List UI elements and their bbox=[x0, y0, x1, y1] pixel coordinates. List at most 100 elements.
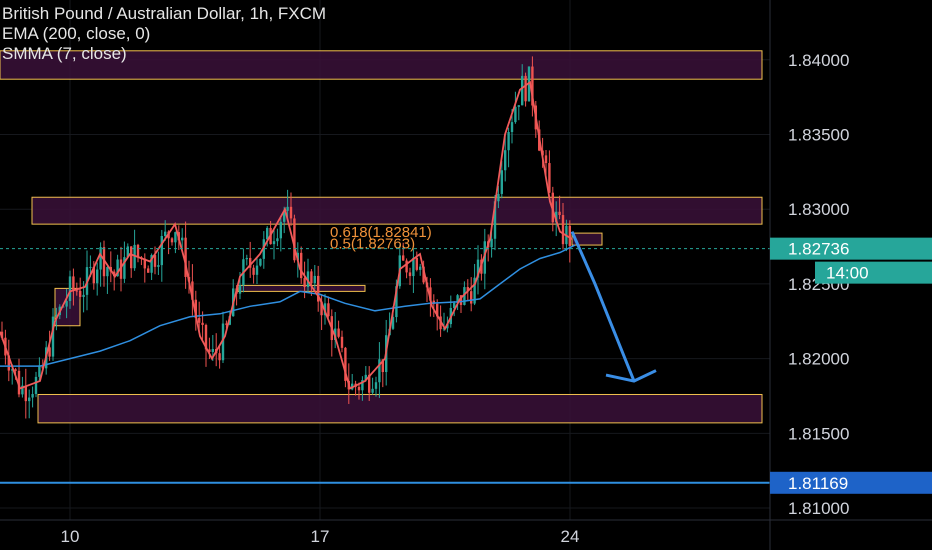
time-axis[interactable]: 10 17 24 bbox=[0, 519, 932, 546]
candle-body bbox=[422, 266, 425, 283]
candle-body bbox=[514, 106, 517, 123]
candle-body bbox=[174, 232, 177, 243]
candle-body bbox=[11, 369, 14, 371]
candle-body bbox=[262, 239, 265, 259]
candle-body bbox=[181, 237, 184, 241]
candle-body bbox=[327, 303, 330, 317]
candle-body bbox=[303, 278, 306, 288]
projection-arrow bbox=[570, 231, 657, 383]
candle-body bbox=[524, 75, 527, 102]
candle-body bbox=[21, 385, 24, 395]
candle-body bbox=[364, 374, 367, 381]
candle-body bbox=[255, 265, 259, 275]
candle-body bbox=[310, 271, 313, 284]
candle-body bbox=[453, 302, 456, 308]
candle-body bbox=[283, 210, 286, 222]
chart-title: British Pound / Australian Dollar, 1h, F… bbox=[2, 4, 327, 23]
candle-body bbox=[402, 255, 405, 261]
arrow-head bbox=[605, 369, 657, 383]
price-axis[interactable]: 1.840001.835001.830001.825001.820001.815… bbox=[769, 0, 849, 550]
candle-body bbox=[548, 163, 551, 193]
last-price-bg bbox=[770, 237, 932, 260]
candle-body bbox=[504, 150, 507, 171]
candle-body bbox=[561, 215, 565, 245]
candle-body bbox=[337, 328, 340, 337]
candle-body bbox=[371, 388, 374, 393]
candle-body bbox=[68, 276, 72, 302]
ema-legend: EMA (200, close, 0) bbox=[2, 24, 151, 43]
candle-body bbox=[82, 294, 85, 297]
candle-body bbox=[55, 315, 58, 317]
smma-7-line bbox=[0, 80, 573, 390]
candle-body bbox=[116, 259, 119, 277]
time-tick-label: 24 bbox=[561, 527, 580, 546]
candle-body bbox=[245, 257, 248, 260]
candle-body bbox=[483, 241, 486, 274]
candle-body bbox=[153, 255, 157, 267]
candle-body bbox=[497, 193, 500, 202]
candle-body bbox=[126, 246, 129, 258]
candle-body bbox=[130, 246, 133, 269]
candle-body bbox=[14, 369, 17, 371]
candle-body bbox=[221, 323, 225, 361]
candle-body bbox=[99, 247, 102, 270]
blue-line-label: 1.81169 bbox=[788, 474, 848, 493]
candle-body bbox=[170, 238, 174, 243]
candle-body bbox=[65, 301, 68, 307]
candle-body bbox=[34, 376, 38, 395]
candle-body bbox=[48, 347, 51, 357]
candle-body bbox=[306, 271, 310, 288]
last-price-label: 1.82736 bbox=[788, 240, 849, 259]
candle-body bbox=[361, 380, 364, 391]
candle-body bbox=[415, 257, 418, 270]
candle-body bbox=[143, 258, 146, 269]
countdown-label: 14:00 bbox=[826, 264, 869, 283]
smma-legend: SMMA (7, close) bbox=[2, 44, 127, 63]
candle-body bbox=[459, 295, 463, 305]
candle-body bbox=[405, 260, 408, 273]
candle-body bbox=[24, 385, 27, 402]
smma-path bbox=[0, 80, 573, 390]
candle-body bbox=[289, 206, 293, 219]
candle-body bbox=[17, 370, 21, 395]
candle-body bbox=[476, 259, 480, 278]
candle-body bbox=[340, 336, 344, 348]
candle-body bbox=[75, 290, 78, 292]
fibonacci-labels: 0.618(1.82841)0.5(1.82763) bbox=[330, 224, 432, 253]
candle-body bbox=[38, 365, 41, 377]
candle-body bbox=[466, 287, 469, 292]
candle-body bbox=[123, 257, 126, 279]
candle-body bbox=[412, 257, 415, 277]
price-tick-label: 1.83500 bbox=[788, 125, 849, 144]
candle-body bbox=[204, 324, 208, 350]
price-tick-label: 1.81500 bbox=[788, 424, 849, 443]
candle-body bbox=[96, 269, 99, 284]
candle-body bbox=[395, 286, 398, 318]
candle-body bbox=[72, 276, 75, 291]
candle-body bbox=[106, 267, 109, 277]
candle-body bbox=[558, 211, 561, 216]
candle-body bbox=[507, 132, 510, 151]
candle-body bbox=[510, 122, 514, 133]
candle-body bbox=[147, 268, 150, 273]
candle-body bbox=[272, 241, 276, 245]
chart-legend: British Pound / Australian Dollar, 1h, F… bbox=[2, 4, 326, 64]
candle-body bbox=[119, 259, 123, 279]
candle-body bbox=[555, 211, 558, 223]
candle-body bbox=[317, 275, 320, 302]
time-tick-label: 17 bbox=[311, 527, 330, 546]
candle-body bbox=[517, 105, 520, 107]
candle-body bbox=[279, 221, 282, 239]
price-tick-label: 1.82000 bbox=[788, 350, 849, 369]
candle-body bbox=[568, 225, 571, 246]
candle-body bbox=[300, 252, 303, 279]
supply-demand-zones bbox=[0, 50, 763, 424]
candle-body bbox=[150, 255, 153, 273]
candle-body bbox=[463, 287, 466, 305]
candle-body bbox=[7, 355, 10, 371]
candle-body bbox=[391, 317, 395, 329]
candle-body bbox=[184, 237, 187, 277]
blue-line-label-bg bbox=[770, 471, 932, 494]
candle-body bbox=[432, 300, 435, 304]
